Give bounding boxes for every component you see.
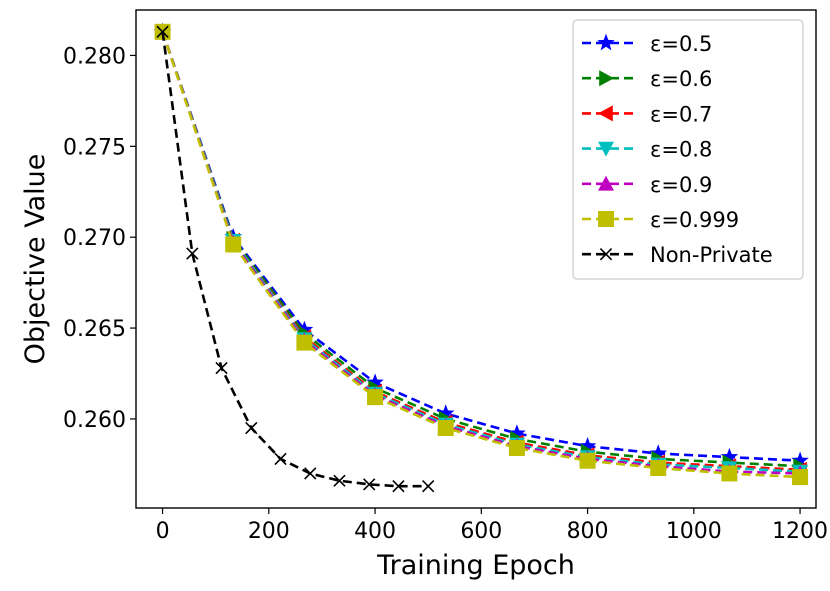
series-6-point-2	[225, 236, 242, 253]
series-7-point-5-stroke-b	[274, 452, 287, 466]
series-6-point-3	[296, 334, 313, 351]
series-7-line	[161, 31, 429, 488]
series-7	[156, 25, 435, 493]
series-1-point-3	[295, 320, 314, 338]
legend-label-2: ε=0.6	[650, 67, 712, 91]
legend-marker-4	[598, 141, 614, 157]
y-tick-label-5: 0.280	[63, 44, 126, 69]
y-tick-label-4: 0.275	[63, 135, 126, 160]
y-tick-label-2: 0.265	[63, 317, 126, 342]
series-7-point-2-stroke-b	[186, 247, 199, 260]
legend-label-4: ε=0.8	[650, 138, 712, 162]
legend: ε=0.5 ε=0.6 ε=0.7 ε=0.8 ε=0.9 ε=0.999 Non-Priv…	[572, 19, 804, 280]
series-1-point-10	[791, 451, 809, 469]
y-tick-label-1: 0.260	[63, 408, 126, 433]
series-6-point-7	[579, 452, 596, 469]
plot-area	[135, 9, 817, 509]
series-7-point-7	[333, 474, 346, 487]
legend-marker-5	[598, 175, 614, 191]
series-1-point-4	[366, 373, 384, 390]
series-7-point-2	[186, 247, 199, 260]
legend-entry-5: ε=0.9	[582, 173, 712, 197]
legend-label-5: ε=0.9	[650, 173, 712, 197]
legend-marker-2	[599, 70, 614, 87]
series-7-point-8-stroke-b	[363, 478, 376, 491]
legend-entries: ε=0.5 ε=0.6 ε=0.7 ε=0.8 ε=0.9 ε=0.999 Non-Priv…	[582, 32, 773, 267]
x-tick-label-6: 1000	[666, 519, 722, 544]
series-1-point-6	[508, 424, 526, 441]
legend-label-7: Non-Private	[650, 243, 773, 267]
x-tick-label-1: 0	[156, 519, 170, 544]
x-tick-label-7: 1200	[772, 519, 828, 544]
series-6-point-4	[367, 389, 384, 406]
series-6-point-10	[792, 469, 809, 486]
series-1-point-8	[649, 444, 667, 461]
x-axis-label: Training Epoch	[376, 550, 575, 581]
legend-entry-7: Non-Private	[582, 243, 773, 267]
series-7-point-10-stroke-b	[422, 480, 435, 493]
x-tick-label-3: 400	[354, 519, 396, 544]
y-axis-ticks: 0.260 0.265 0.270 0.275 0.280	[63, 44, 136, 433]
series-7-point-7-stroke-b	[333, 474, 346, 487]
series-7-point-4-stroke-b	[245, 421, 258, 435]
series-7-point-6-stroke-b	[304, 467, 317, 480]
series-7-point-3-stroke-b	[215, 361, 228, 375]
legend-entry-4: ε=0.8	[582, 138, 712, 162]
series-7-point-1	[156, 25, 169, 38]
series-7-point-4	[245, 421, 258, 435]
legend-marker-1	[597, 33, 615, 51]
legend-label-1: ε=0.5	[650, 32, 712, 56]
x-axis-ticks: 0 200 400 600 800 1000 1200	[156, 508, 828, 544]
series-6-point-8	[650, 460, 667, 477]
series-7-point-8	[363, 478, 376, 491]
series-6-line	[161, 31, 801, 479]
series-7-point-6	[304, 467, 317, 480]
series-6-point-9	[721, 465, 738, 482]
series-2-line	[161, 31, 801, 468]
series-7-point-9	[392, 480, 405, 493]
legend-box	[572, 19, 804, 280]
legend-entry-3: ε=0.7	[582, 102, 712, 126]
legend-marker-6	[598, 211, 614, 227]
series-1-point-7	[578, 437, 597, 454]
series-6-point-6	[508, 440, 525, 457]
x-tick-label-4: 600	[460, 519, 502, 544]
series-1-point-9	[720, 447, 739, 465]
x-tick-label-5: 800	[567, 519, 609, 544]
legend-marker-7-stroke-b	[599, 248, 613, 261]
series-7-point-10	[422, 480, 435, 493]
plot-frame	[135, 9, 817, 509]
series-layer	[153, 22, 809, 493]
legend-marker-3	[598, 105, 613, 122]
series-7-point-9-stroke-b	[392, 480, 405, 493]
series-1-line	[161, 31, 801, 462]
x-tick-label-2: 200	[248, 519, 290, 544]
legend-entry-2: ε=0.6	[582, 67, 712, 91]
legend-label-6: ε=0.999	[650, 208, 739, 232]
series-7-point-3	[215, 361, 228, 375]
y-axis-label: Objective Value	[20, 154, 51, 365]
y-tick-label-3: 0.270	[63, 226, 126, 251]
series-6-point-5	[437, 420, 454, 437]
legend-marker-7	[599, 248, 613, 261]
series-7-point-5	[274, 452, 287, 466]
legend-entry-6: ε=0.999	[582, 208, 739, 232]
series-1-point-5	[437, 404, 455, 421]
legend-entry-1: ε=0.5	[582, 32, 712, 56]
legend-label-3: ε=0.7	[650, 102, 712, 126]
series-7-point-1-stroke-b	[156, 25, 169, 38]
